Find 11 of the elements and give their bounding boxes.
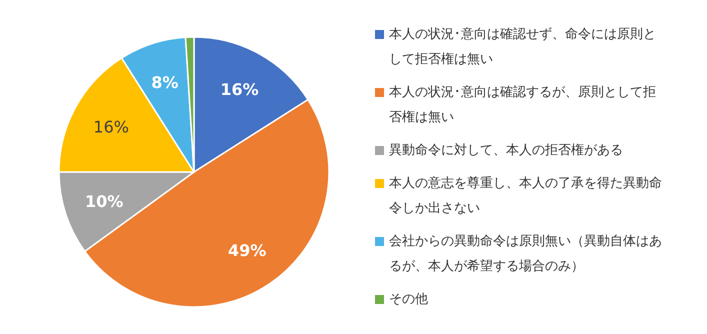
- data-label: 16%: [93, 117, 129, 136]
- legend-label: 本人の状況･意向は確認せず、命令には原則として拒否権は無い: [389, 27, 656, 67]
- data-label: 10%: [84, 192, 124, 212]
- data-label: 16%: [220, 80, 259, 100]
- legend-label: 異動命令に対して、本人の拒否権がある: [389, 143, 623, 158]
- legend-label: その他: [389, 292, 428, 307]
- legend-label: 本人の意志を尊重し、本人の了承を得た異動命令しか出さない: [389, 176, 662, 216]
- data-label: 8%: [151, 73, 178, 92]
- legend-label: 会社からの異動命令は原則無い（異動自体はあるが、本人が希望する場合のみ）: [389, 234, 662, 274]
- legend-label: 本人の状況･意向は確認するが、原則として拒否権は無い: [389, 85, 656, 125]
- data-label: 49%: [228, 241, 266, 260]
